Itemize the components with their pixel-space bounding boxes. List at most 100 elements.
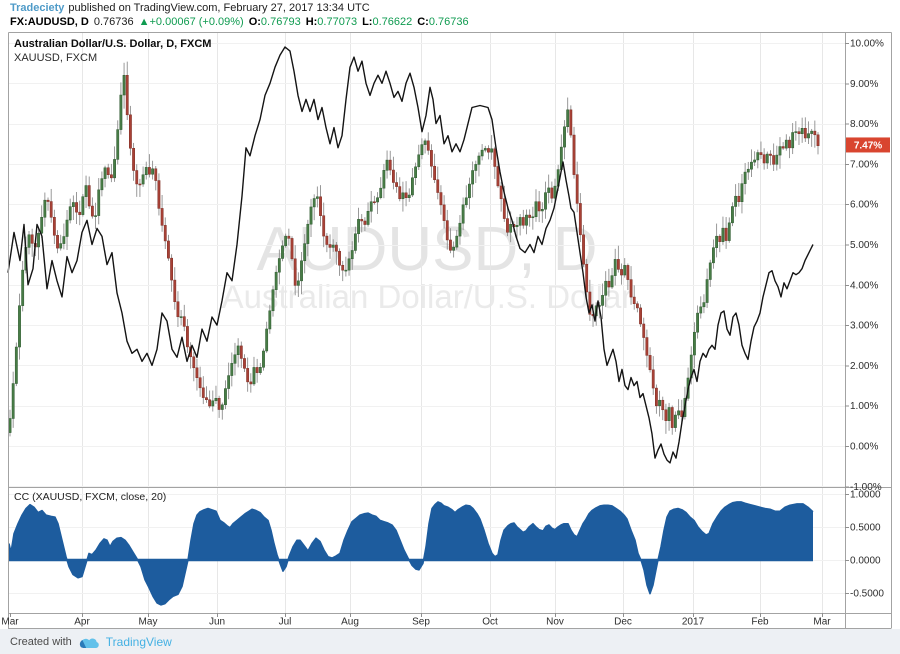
candle-body [103, 167, 107, 179]
candle-body [610, 275, 614, 288]
candle-body [693, 331, 696, 356]
candle-body [119, 94, 123, 130]
x-axis-month-label: Feb [751, 617, 769, 628]
y-axis-tick-label: 1.00% [850, 401, 878, 412]
candle-body [382, 170, 386, 189]
publish-info-text: published on TradingView.com, February 2… [68, 2, 370, 14]
candle-body [702, 302, 706, 308]
candle-body [483, 148, 487, 151]
candle-body [122, 75, 126, 96]
y-axis-tick-label: 7.00% [850, 159, 878, 170]
candle-body [670, 407, 674, 428]
candle-body [87, 185, 91, 207]
chart-canvas[interactable]: AUDUSD, D Australian Dollar/U.S. Dollar … [0, 32, 900, 629]
y-axis-tick-label: 0.00% [850, 442, 878, 453]
candle-body [585, 263, 589, 293]
symbol-bar-segment: 0.77073 [317, 16, 358, 28]
candle-body [198, 377, 202, 389]
candle-body [645, 337, 649, 356]
watermark-symbol: AUDUSD, D [256, 215, 597, 284]
candle-body [575, 174, 579, 204]
candle-body [705, 279, 709, 303]
y-axis-tick-label: 8.00% [850, 119, 878, 130]
x-axis-month-label: Dec [614, 617, 632, 628]
candle-body [547, 187, 551, 193]
candle-body [338, 250, 341, 266]
candle-body [816, 134, 820, 147]
candle-body [569, 109, 573, 136]
y-axis-tick-label: 2.00% [850, 361, 878, 372]
candle-body [113, 159, 116, 179]
candle-body [46, 199, 50, 202]
candle-body [195, 367, 199, 378]
cc-axis-tick-label: 0.0000 [850, 556, 881, 567]
candle-body [21, 269, 25, 306]
price-tag-label: 7.47% [854, 140, 882, 151]
candle-body [430, 150, 433, 167]
candle-body [71, 202, 75, 207]
cc-area-series [8, 501, 814, 606]
candle-body [350, 250, 354, 260]
candle-body [186, 326, 189, 348]
candle-body [518, 217, 522, 226]
cc-area-fill [9, 501, 813, 605]
candle-body [674, 414, 677, 428]
axis-labels: 10.00% 9.00% 8.00% 7.00% 6.00% 5.00% 4.00% 3.00… [1, 39, 884, 628]
candle-body [43, 199, 47, 218]
candle-body [502, 198, 506, 219]
candle-body [626, 265, 630, 280]
candle-body [37, 232, 40, 248]
candle-body [664, 409, 668, 421]
candle-body [506, 218, 509, 233]
candle-body [176, 301, 180, 318]
candle-body [623, 265, 627, 276]
candle-body [531, 216, 535, 219]
candle-body [236, 345, 240, 355]
candle-body [765, 153, 769, 164]
candle-body [737, 195, 741, 203]
publisher-link[interactable]: Tradeciety [10, 2, 65, 14]
candle-body [414, 166, 417, 179]
last-price-tag: 7.47% [846, 137, 890, 153]
y-axis-tick-label: 5.00% [850, 240, 878, 251]
candle-body [315, 196, 319, 199]
candle-body [369, 201, 373, 212]
candle-body [309, 206, 313, 225]
candle-body [445, 220, 449, 241]
candle-body [813, 130, 817, 136]
candle-body [151, 168, 154, 175]
candle-body [499, 185, 503, 200]
footer-bar: Created with TradingView [0, 629, 900, 654]
candle-body [635, 303, 639, 309]
candle-body [274, 271, 278, 290]
candle-body [788, 139, 791, 149]
candle-body [433, 165, 436, 181]
candle-body [452, 246, 456, 251]
symbol-bar-segment: 0.76793 [260, 16, 301, 28]
candle-body [464, 197, 468, 206]
x-axis-month-label: May [139, 617, 158, 628]
candle-body [743, 171, 747, 184]
xauusd-line-series [7, 46, 814, 464]
candle-body [205, 397, 208, 400]
panel-borders [8, 32, 892, 629]
candle-body [528, 214, 532, 218]
candle-body [480, 149, 484, 157]
candle-body [109, 174, 113, 179]
x-axis-month-label: Mar [1, 617, 19, 628]
candle-body [756, 152, 760, 161]
symbol-bar-segment: H: [305, 16, 318, 28]
candle-body [277, 258, 281, 273]
symbol-bar-segment: +0.00067 (+0.09%) [149, 16, 244, 28]
candle-body [407, 194, 411, 198]
candle-body [262, 350, 265, 368]
symbol-bar-segment: FX:AUDUSD, D [10, 16, 89, 28]
symbol-bar-segment: 0.76736 [428, 16, 469, 28]
candle-body [388, 159, 392, 171]
candle-body [334, 244, 338, 252]
tradingview-link[interactable]: TradingView [105, 634, 172, 649]
candle-body [154, 168, 158, 181]
candle-body [477, 155, 481, 165]
candle-body [300, 260, 303, 282]
candle-body [265, 328, 269, 352]
